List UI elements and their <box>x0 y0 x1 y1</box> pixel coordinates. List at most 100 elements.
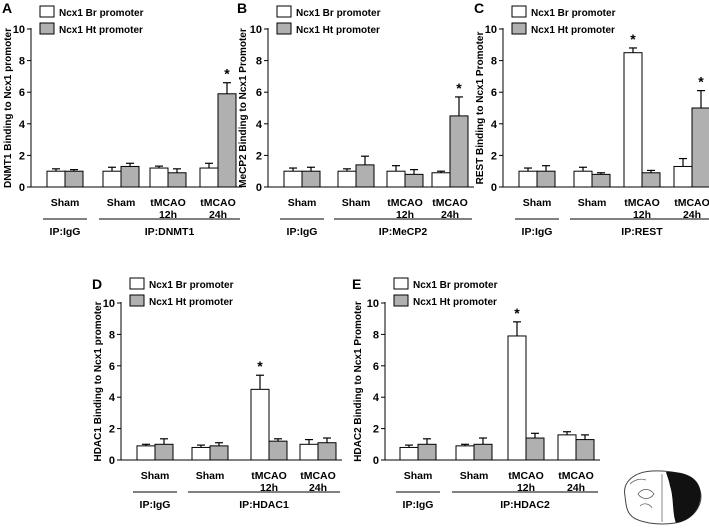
legend-swatch <box>511 22 527 35</box>
y-tick-label: 4 <box>256 119 263 131</box>
category-label: Sham <box>342 197 371 209</box>
y-tick-label: 2 <box>491 150 497 162</box>
bar <box>167 172 187 188</box>
category-label: Sham <box>523 197 552 209</box>
category-label: 12h <box>260 482 278 494</box>
category-label: tMCAO <box>432 197 468 209</box>
bar <box>507 335 527 461</box>
bar <box>575 439 595 461</box>
y-tick-label: 4 <box>109 392 116 404</box>
significance-star: * <box>630 31 636 47</box>
category-label: 12h <box>517 482 535 494</box>
legend-label: Ncx1 Ht promoter <box>531 25 615 36</box>
panel-label: C <box>474 0 484 16</box>
bar <box>399 446 419 461</box>
bar <box>536 170 556 188</box>
y-tick-label: 10 <box>250 24 262 36</box>
legend-label: Ncx1 Br promoter <box>296 8 381 19</box>
category-label: Sham <box>404 470 433 482</box>
y-tick-label: 10 <box>103 298 115 310</box>
y-axis-label: HDAC1 Binding to Ncx1 promoter <box>93 301 104 461</box>
bar <box>250 388 270 461</box>
legend-label: Ncx1 Ht promoter <box>149 297 233 308</box>
category-label: tMCAO <box>251 470 287 482</box>
bar <box>299 443 319 461</box>
legend-swatch <box>393 294 409 307</box>
bar <box>573 170 593 188</box>
bar <box>473 443 493 461</box>
category-label: tMCAO <box>674 197 709 209</box>
significance-star: * <box>224 66 230 82</box>
y-tick-label: 2 <box>19 150 25 162</box>
group-label: IP:MeCP2 <box>379 226 428 238</box>
category-label: 24h <box>567 482 585 494</box>
bar <box>283 170 303 188</box>
y-tick-label: 6 <box>256 87 262 99</box>
bar <box>102 170 122 188</box>
legend-swatch <box>393 277 409 290</box>
group-label: IP:IgG <box>140 499 171 511</box>
category-label: 12h <box>159 209 177 221</box>
category-label: tMCAO <box>558 470 594 482</box>
significance-star: * <box>698 74 704 90</box>
bar <box>525 437 545 461</box>
category-label: tMCAO <box>508 470 544 482</box>
category-label: Sham <box>460 470 489 482</box>
y-tick-label: 10 <box>367 298 379 310</box>
category-label: 24h <box>441 209 459 221</box>
category-label: tMCAO <box>200 197 236 209</box>
bar <box>64 170 84 188</box>
significance-star: * <box>456 80 462 96</box>
legend-swatch <box>39 22 55 35</box>
bar <box>455 445 475 461</box>
bar <box>301 170 321 188</box>
bar <box>149 167 169 188</box>
y-tick-label: 2 <box>373 424 379 436</box>
y-axis-label: DNMT1 Binding to Ncx1 promoter <box>3 28 14 188</box>
group-label: IP:IgG <box>522 226 553 238</box>
y-tick-label: 4 <box>491 119 498 131</box>
category-label: 12h <box>396 209 414 221</box>
panel-label: E <box>352 276 361 292</box>
category-label: Sham <box>141 470 170 482</box>
category-label: tMCAO <box>387 197 423 209</box>
category-label: 24h <box>683 209 701 221</box>
bar <box>641 172 661 188</box>
chart-panel-B: B Ncx1 Br promoter Ncx1 Ht promoter 0 2 4 6 8 10… <box>237 0 474 238</box>
bar <box>557 434 577 461</box>
bar <box>217 93 237 188</box>
y-tick-label: 6 <box>19 87 25 99</box>
legend-swatch <box>39 5 55 18</box>
significance-star: * <box>257 358 263 374</box>
legend-swatch <box>276 22 292 35</box>
bar <box>154 443 174 461</box>
category-label: tMCAO <box>300 470 336 482</box>
bar <box>673 165 693 188</box>
bar <box>337 170 357 188</box>
legend-label: Ncx1 Br promoter <box>531 8 616 19</box>
y-tick-label: 4 <box>19 119 26 131</box>
legend-label: Ncx1 Ht promoter <box>413 297 497 308</box>
panel-label: B <box>237 0 247 16</box>
y-tick-label: 0 <box>256 182 262 194</box>
category-label: 24h <box>209 209 227 221</box>
y-tick-label: 0 <box>373 455 379 467</box>
category-label: Sham <box>196 470 225 482</box>
bar <box>623 52 643 188</box>
bar <box>120 165 140 188</box>
group-label: IP:IgG <box>50 226 81 238</box>
bar <box>46 170 66 188</box>
y-tick-label: 8 <box>19 56 25 68</box>
bar <box>209 445 229 461</box>
y-tick-label: 0 <box>109 455 115 467</box>
group-label: IP:HDAC2 <box>500 499 550 511</box>
y-tick-label: 2 <box>256 150 262 162</box>
bar <box>268 440 288 461</box>
category-label: Sham <box>578 197 607 209</box>
bar <box>431 172 451 188</box>
legend-label: Ncx1 Ht promoter <box>296 25 380 36</box>
panel-label: A <box>2 0 12 16</box>
y-tick-label: 10 <box>485 24 497 36</box>
bar <box>591 173 611 188</box>
